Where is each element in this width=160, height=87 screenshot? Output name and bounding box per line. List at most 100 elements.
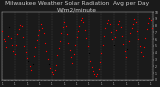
Point [77,30,79,32]
Point [115,29,118,30]
Point [118,20,120,22]
Point [132,23,134,24]
Point [122,43,125,45]
Point [126,48,129,49]
Point [23,45,26,47]
Point [19,24,21,26]
Point [15,44,17,45]
Point [59,40,61,41]
Point [75,36,78,37]
Point [111,39,114,40]
Point [8,26,11,28]
Point [16,33,19,35]
Point [31,64,34,65]
Point [46,58,49,60]
Point [89,60,92,62]
Point [78,25,81,26]
Point [143,47,145,48]
Point [5,46,8,47]
Point [51,71,53,72]
Point [28,65,31,66]
Point [70,57,72,58]
Point [44,43,46,44]
Point [129,32,132,34]
Point [18,28,20,30]
Point [124,51,126,52]
Point [128,40,130,41]
Point [27,60,30,62]
Point [84,29,86,30]
Point [114,37,116,38]
Point [48,63,50,64]
Point [22,37,24,38]
Point [99,61,101,62]
Point [41,28,44,29]
Point [100,53,103,54]
Point [139,45,141,47]
Point [80,20,82,21]
Point [151,28,154,29]
Point [30,69,32,70]
Point [150,20,152,21]
Point [92,70,94,72]
Point [140,51,143,53]
Point [67,42,70,43]
Point [60,32,63,34]
Title: Milwaukee Weather Solar Radiation  Avg per Day W/m2/minute: Milwaukee Weather Solar Radiation Avg pe… [5,1,149,12]
Point [147,22,149,24]
Point [144,37,147,39]
Point [81,18,83,19]
Point [55,64,57,66]
Point [64,26,67,27]
Point [24,51,27,53]
Point [130,27,133,28]
Point [40,24,42,25]
Point [93,74,96,75]
Point [68,49,71,51]
Point [53,70,56,71]
Point [96,73,99,74]
Point [71,62,74,64]
Point [4,40,6,41]
Point [2,38,5,39]
Point [136,30,138,32]
Point [35,39,38,41]
Point [110,31,112,32]
Point [66,33,68,35]
Point [20,26,23,27]
Point [117,24,119,25]
Point [86,45,89,47]
Point [74,45,76,46]
Point [106,22,108,24]
Point [137,38,140,39]
Point [11,45,13,46]
Point [42,32,45,34]
Point [73,53,75,55]
Point [148,17,151,18]
Point [1,30,4,32]
Point [97,68,100,70]
Point [45,51,48,52]
Point [90,66,93,68]
Point [49,67,52,68]
Point [34,47,37,48]
Point [82,21,85,22]
Point [125,56,127,58]
Point [141,55,144,57]
Point [88,53,90,54]
Point [133,18,136,20]
Point [37,34,39,35]
Point [134,22,137,23]
Point [108,23,111,24]
Point [62,26,64,28]
Point [101,44,104,45]
Point [33,55,35,57]
Point [119,26,122,28]
Point [57,47,60,49]
Point [121,35,123,37]
Point [103,35,105,37]
Point [13,53,16,55]
Point [7,35,9,37]
Point [85,37,88,39]
Point [38,30,41,31]
